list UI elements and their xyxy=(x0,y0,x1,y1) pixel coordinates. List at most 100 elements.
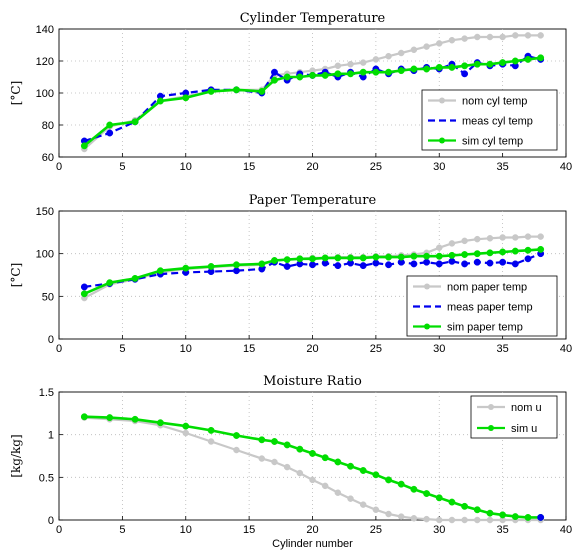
data-point xyxy=(80,290,88,298)
data-point xyxy=(499,248,507,256)
data-point xyxy=(106,279,114,287)
data-point xyxy=(321,71,329,79)
x-tick-label: 30 xyxy=(433,161,445,173)
x-tick-label: 20 xyxy=(306,524,318,536)
data-point xyxy=(309,71,316,79)
data-point xyxy=(271,438,278,445)
x-tick-label: 35 xyxy=(497,343,509,355)
legend-marker xyxy=(424,283,430,290)
data-point xyxy=(385,510,392,518)
x-tick-label: 25 xyxy=(370,343,382,355)
data-point xyxy=(131,274,139,282)
data-point xyxy=(537,54,545,62)
data-point xyxy=(233,86,240,94)
data-point xyxy=(283,73,291,81)
data-point xyxy=(347,60,354,68)
data-point xyxy=(347,462,354,470)
data-point xyxy=(131,415,139,423)
x-tick-label: 40 xyxy=(560,524,572,536)
y-axis-label: [kg/kg] xyxy=(9,434,23,477)
data-point xyxy=(233,267,240,275)
data-point xyxy=(537,245,545,253)
data-point xyxy=(486,509,494,517)
data-point xyxy=(486,259,494,267)
data-point xyxy=(473,250,481,258)
data-point xyxy=(106,129,114,137)
data-point xyxy=(448,251,456,259)
data-point xyxy=(511,247,519,255)
legend-marker xyxy=(439,137,445,144)
data-point xyxy=(410,46,418,54)
data-point xyxy=(473,506,481,514)
data-point xyxy=(448,257,456,265)
x-tick-label: 10 xyxy=(180,343,192,355)
legend: nom cyl temp meas cyl temp sim cyl temp xyxy=(421,89,558,151)
y-tick-label: 150 xyxy=(36,206,54,218)
series-sim-paper-temp xyxy=(80,245,545,298)
x-tick-label: 0 xyxy=(56,343,62,355)
x-tick-label: 15 xyxy=(243,524,255,536)
y-axis-label: [°C] xyxy=(9,81,23,106)
data-point xyxy=(359,68,367,76)
data-point xyxy=(474,235,481,243)
data-point xyxy=(334,70,342,78)
data-point xyxy=(435,494,443,502)
data-point xyxy=(524,513,532,521)
data-point xyxy=(372,56,380,63)
y-tick-label: 0.5 xyxy=(39,472,54,484)
data-point xyxy=(524,246,532,254)
data-point xyxy=(486,33,494,41)
data-point xyxy=(435,63,443,71)
data-point xyxy=(474,33,481,41)
data-point xyxy=(385,52,392,60)
data-point xyxy=(461,62,469,70)
x-tick-label: 0 xyxy=(56,524,62,536)
legend: nom u sim u xyxy=(470,395,558,439)
data-point xyxy=(258,436,266,444)
x-tick-label: 15 xyxy=(243,161,255,173)
data-point xyxy=(182,429,189,437)
x-tick-label: 30 xyxy=(433,343,445,355)
data-point xyxy=(524,55,532,63)
legend-label: sim cyl temp xyxy=(462,136,523,148)
data-point xyxy=(410,260,418,268)
x-tick-label: 20 xyxy=(306,161,318,173)
data-point xyxy=(271,458,278,466)
data-point xyxy=(359,254,367,262)
data-point xyxy=(461,260,469,268)
data-point xyxy=(385,253,392,261)
data-point xyxy=(334,254,342,262)
legend-label: meas cyl temp xyxy=(462,116,533,128)
data-point xyxy=(296,445,304,453)
data-point xyxy=(182,422,190,430)
y-tick-label: 60 xyxy=(42,152,54,164)
y-tick-label: 140 xyxy=(36,24,54,36)
data-point xyxy=(156,97,164,105)
x-tick-label: 5 xyxy=(119,343,125,355)
y-tick-label: 120 xyxy=(36,56,54,68)
data-point xyxy=(347,254,354,262)
legend-marker xyxy=(424,323,430,330)
data-point xyxy=(233,432,240,439)
data-point xyxy=(448,498,456,506)
legend-label: nom paper temp xyxy=(447,282,527,294)
data-point xyxy=(423,43,430,50)
data-point xyxy=(321,482,329,490)
x-tick-label: 15 xyxy=(243,343,255,355)
data-point xyxy=(423,258,431,266)
data-point xyxy=(397,49,405,57)
data-point xyxy=(436,40,443,47)
data-point xyxy=(499,258,507,266)
data-point xyxy=(410,515,418,522)
x-tick-label: 10 xyxy=(180,161,192,173)
legend-label: sim paper temp xyxy=(447,322,523,334)
data-point xyxy=(512,234,519,241)
y-tick-label: 100 xyxy=(36,88,54,100)
data-point xyxy=(524,233,532,240)
data-point xyxy=(448,240,456,247)
data-point xyxy=(448,36,456,44)
x-tick-label: 5 xyxy=(119,524,125,536)
x-tick-label: 20 xyxy=(306,343,318,355)
data-point xyxy=(397,253,405,261)
